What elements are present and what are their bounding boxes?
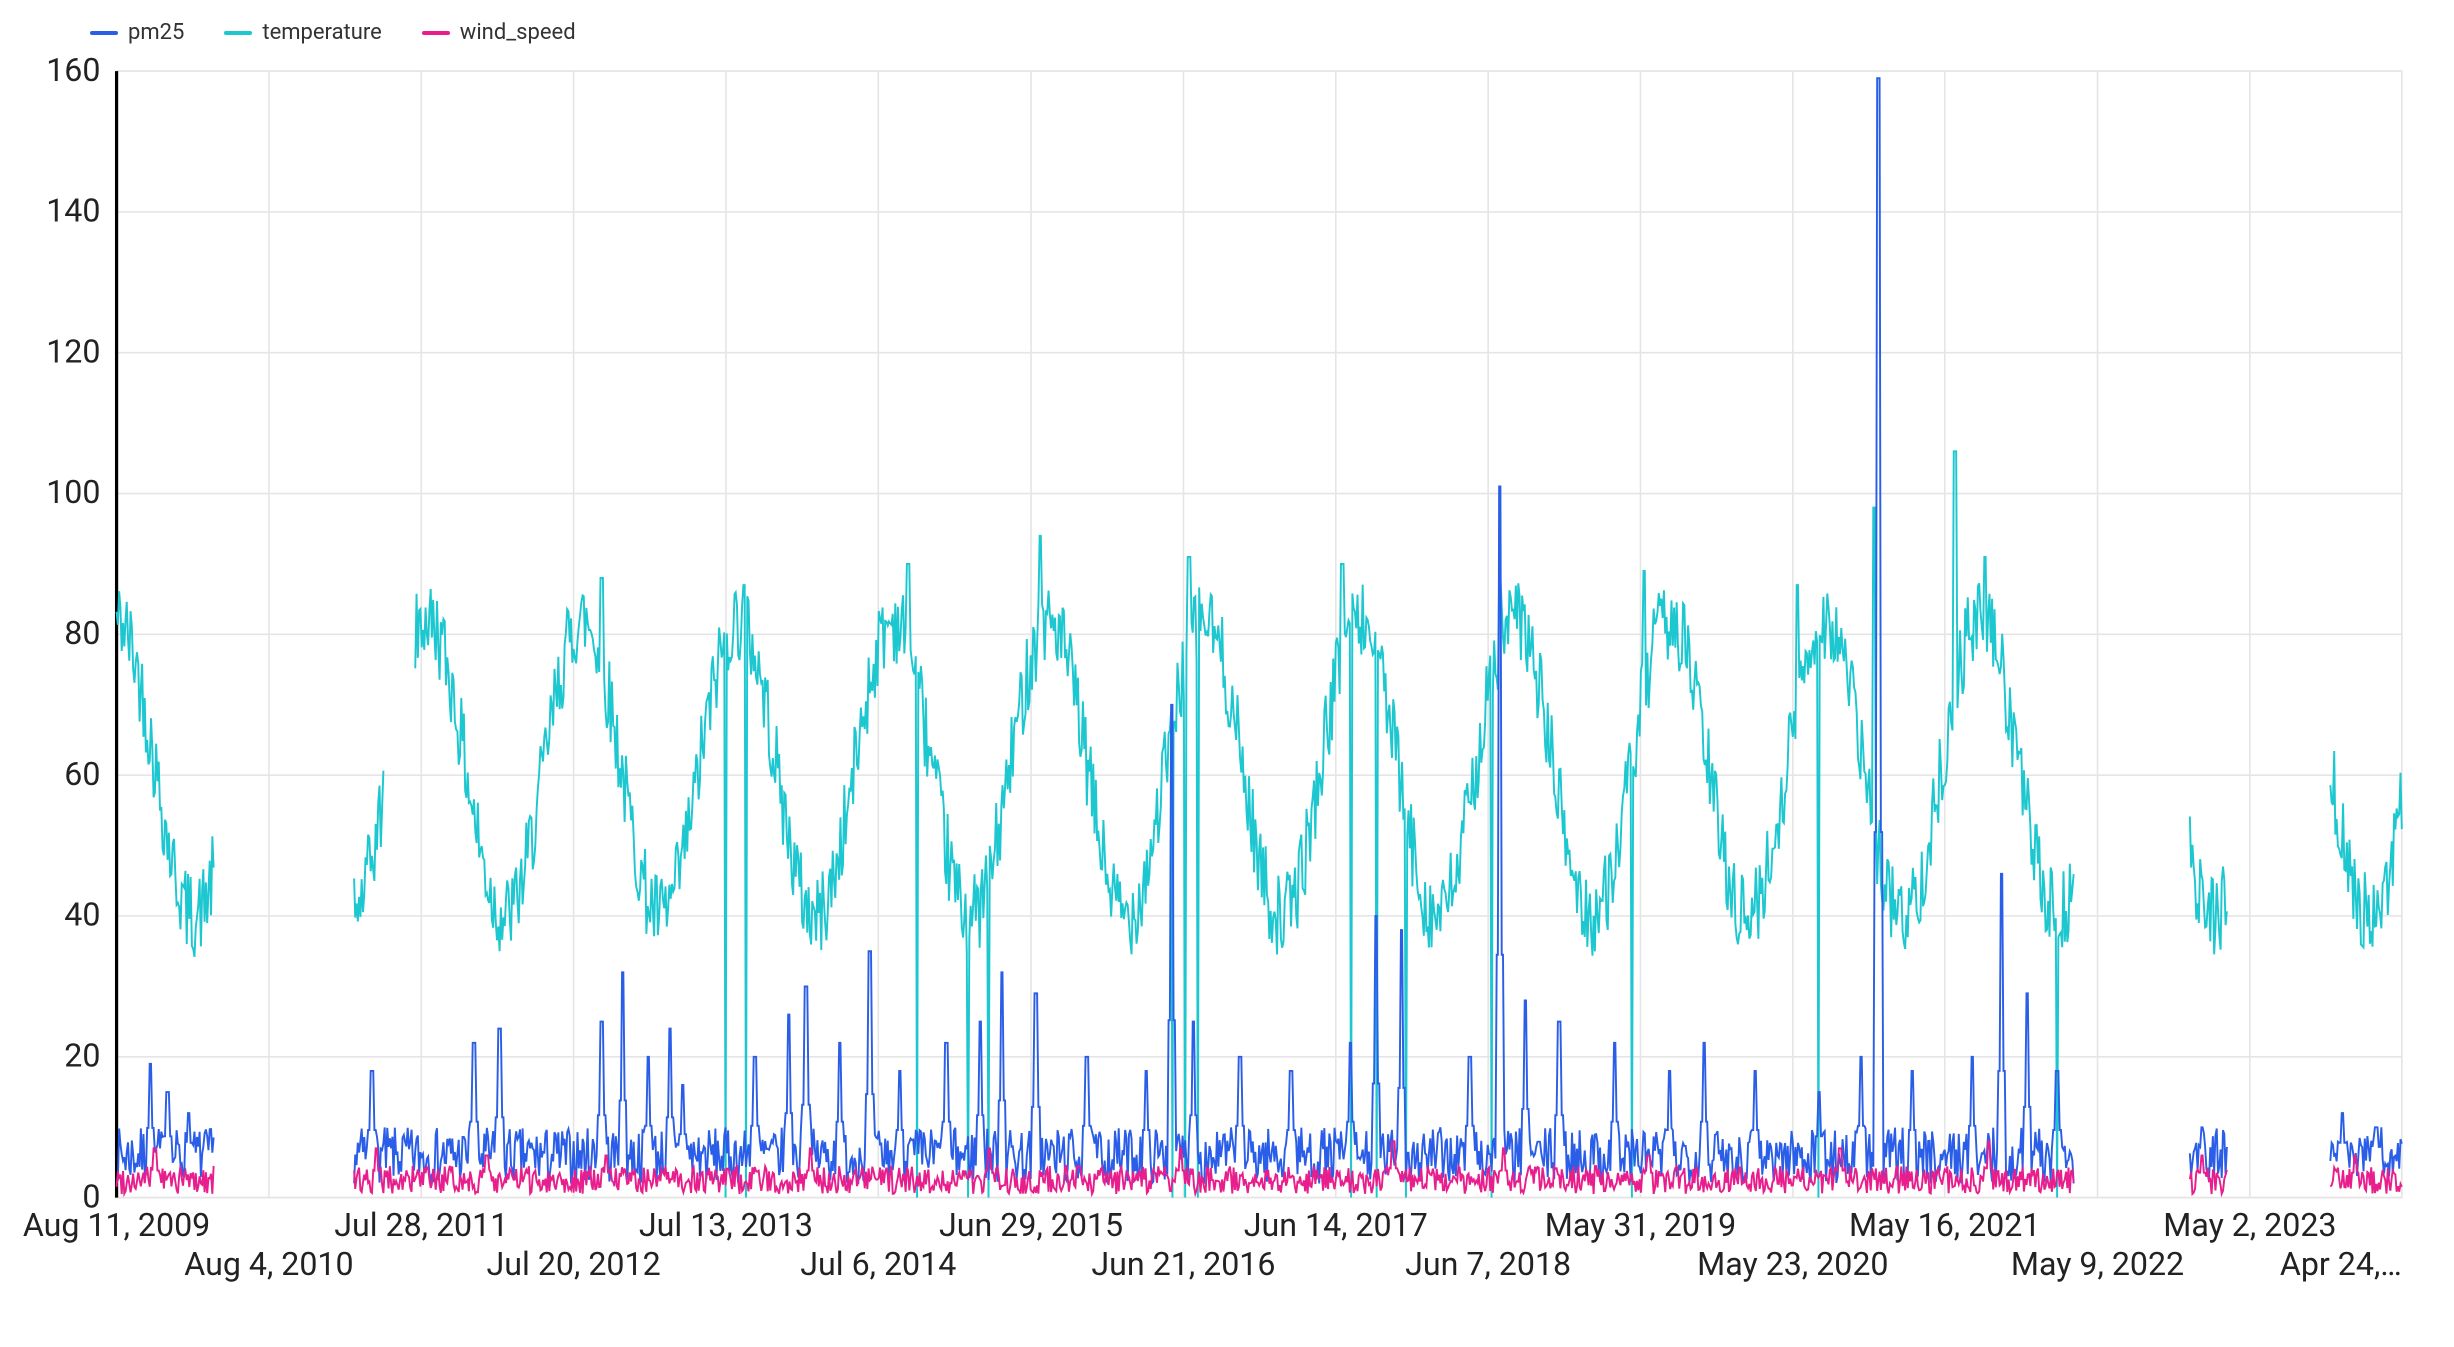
legend-label: temperature (262, 20, 381, 45)
svg-text:Jun 21, 2016: Jun 21, 2016 (1091, 1245, 1275, 1283)
svg-text:Jul 20, 2012: Jul 20, 2012 (487, 1245, 661, 1283)
svg-text:May 16, 2021: May 16, 2021 (1849, 1206, 2040, 1244)
chart-canvas: 020406080100120140160Aug 11, 2009Jul 28,… (20, 55, 2434, 1310)
svg-text:Jul 13, 2013: Jul 13, 2013 (639, 1206, 813, 1244)
legend-item-pm25[interactable]: pm25 (90, 20, 184, 45)
svg-text:May 31, 2019: May 31, 2019 (1545, 1206, 1736, 1244)
legend-swatch (422, 31, 450, 35)
svg-text:Apr 24,…: Apr 24,… (2280, 1245, 2402, 1283)
legend-label: wind_speed (460, 20, 576, 45)
svg-text:160: 160 (46, 55, 100, 89)
svg-text:100: 100 (46, 473, 100, 511)
svg-text:20: 20 (64, 1036, 100, 1074)
svg-text:40: 40 (64, 896, 100, 934)
svg-text:Aug 4, 2010: Aug 4, 2010 (184, 1245, 353, 1283)
legend-label: pm25 (128, 20, 184, 45)
legend-item-temperature[interactable]: temperature (224, 20, 381, 45)
svg-text:60: 60 (64, 755, 100, 793)
svg-text:Aug 11, 2009: Aug 11, 2009 (23, 1206, 210, 1244)
svg-text:Jul 6, 2014: Jul 6, 2014 (800, 1245, 956, 1283)
svg-text:80: 80 (64, 614, 100, 652)
svg-text:Jun 7, 2018: Jun 7, 2018 (1405, 1245, 1571, 1283)
svg-text:May 2, 2023: May 2, 2023 (2163, 1206, 2336, 1244)
timeseries-chart: pm25 temperature wind_speed 020406080100… (20, 20, 2434, 1310)
svg-text:Jun 14, 2017: Jun 14, 2017 (1244, 1206, 1428, 1244)
series-pm25 (117, 78, 2402, 1183)
legend-swatch (90, 31, 118, 35)
svg-text:May 23, 2020: May 23, 2020 (1697, 1245, 1888, 1283)
svg-text:Jun 29, 2015: Jun 29, 2015 (939, 1206, 1123, 1244)
svg-text:May 9, 2022: May 9, 2022 (2011, 1245, 2184, 1283)
legend-swatch (224, 31, 252, 35)
chart-legend: pm25 temperature wind_speed (90, 20, 2434, 45)
svg-text:140: 140 (46, 192, 100, 230)
svg-text:120: 120 (46, 332, 100, 370)
svg-text:Jul 28, 2011: Jul 28, 2011 (334, 1206, 508, 1244)
legend-item-wind_speed[interactable]: wind_speed (422, 20, 576, 45)
